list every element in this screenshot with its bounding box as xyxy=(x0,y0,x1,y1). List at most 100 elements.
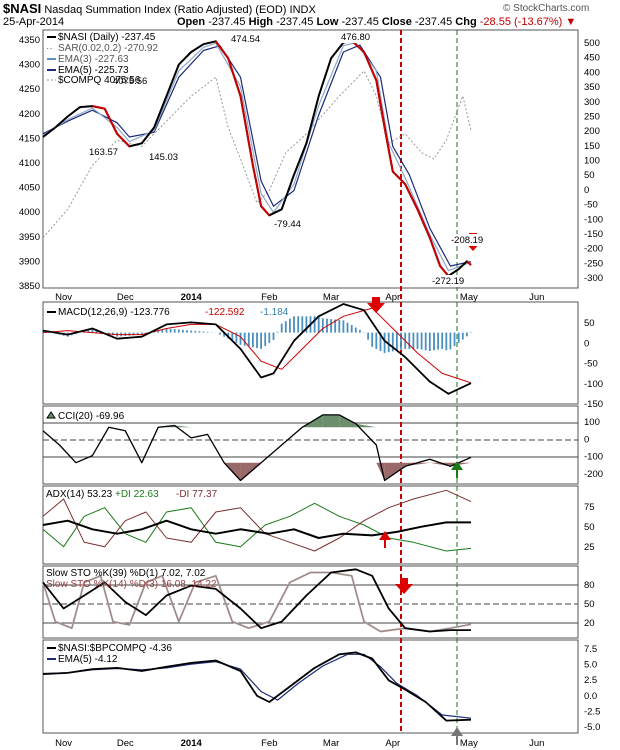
price-right-tick: 450 xyxy=(584,53,600,64)
macd-histogram-bar xyxy=(182,329,184,333)
x-tick-bottom: Mar xyxy=(323,738,339,749)
macd-histogram-bar xyxy=(223,332,225,337)
ratio-tick: 0.0 xyxy=(584,691,597,702)
annotation-476: 476.80 xyxy=(341,32,370,43)
cci-extreme-area xyxy=(429,462,451,467)
macd-histogram-bar xyxy=(416,332,419,349)
quote-date: 25-Apr-2014 xyxy=(3,16,65,28)
legend-ema5: EMA(5) -225.73 xyxy=(58,65,129,76)
macd-histogram-bar xyxy=(247,332,250,347)
macd-histogram-bar xyxy=(412,332,415,349)
price-left-tick: 4150 xyxy=(19,133,40,144)
cci-extreme-area xyxy=(339,414,356,428)
nasi-down-segment xyxy=(251,165,263,207)
low-value: -237.45 xyxy=(341,16,379,28)
macd-histogram-bar xyxy=(186,330,188,333)
ticker-symbol: $NASI xyxy=(3,1,42,16)
price-panel-series xyxy=(42,39,472,277)
red-down-arrow-icon xyxy=(367,297,385,313)
macd-histogram-bar xyxy=(87,329,90,333)
price-right-tick: 500 xyxy=(584,38,600,49)
sto-tick: 50 xyxy=(584,599,595,610)
annotation-145: 145.03 xyxy=(149,152,178,163)
x-tick-bottom: Apr xyxy=(385,738,400,749)
price-right-tick: 0 xyxy=(584,185,589,196)
annotation-minus272: -272.19 xyxy=(432,276,464,287)
macd-line xyxy=(42,303,472,395)
macd-histogram-bar xyxy=(433,332,435,351)
sto39-line xyxy=(42,568,471,633)
price-left-tick: 3950 xyxy=(19,232,40,243)
macd-histogram-bar xyxy=(396,332,398,351)
price-legend: $NASI (Daily) -237.45 ·· SAR(0.02,0.2) -… xyxy=(44,31,162,86)
price-right-tick: -150 xyxy=(584,229,603,240)
macd-tick: 0 xyxy=(584,338,589,349)
legend-macd-signal: -122.592 xyxy=(205,307,245,318)
legend-minus-di: -DI 77.37 xyxy=(176,489,218,500)
nasi-down-segment xyxy=(239,95,254,166)
macd-histogram-bar xyxy=(252,332,254,348)
x-tick-top: Feb xyxy=(261,292,277,303)
macd-histogram-bar xyxy=(391,332,394,352)
legend-macd: MACD(12,26,9) -123.776 xyxy=(58,307,170,318)
macd-histogram-bar xyxy=(437,332,439,350)
cci-panel-frame xyxy=(42,405,579,485)
price-right-tick: -200 xyxy=(584,244,603,255)
close-label: Close xyxy=(381,16,412,28)
price-panel-frame xyxy=(42,29,579,289)
legend-sar: SAR(0.02,0.2) -270.92 xyxy=(58,43,158,54)
adx-tick: 25 xyxy=(584,542,595,553)
chart-header-line2: 25-Apr-2014 Open -237.45 High -237.45 Lo… xyxy=(3,16,620,28)
macd-histogram-bar xyxy=(313,316,316,333)
x-tick-top: Dec xyxy=(117,292,134,303)
price-right-tick: 250 xyxy=(584,111,600,122)
macd-histogram-bar xyxy=(305,316,308,333)
price-left-tick: 4050 xyxy=(19,183,40,194)
macd-histogram-bar xyxy=(157,330,160,333)
macd-tick: -150 xyxy=(584,399,603,410)
adx-line xyxy=(42,519,471,539)
cci-extreme-area xyxy=(174,425,192,428)
watermark: © StockCharts.com xyxy=(503,3,590,14)
macd-histogram-bar xyxy=(264,332,267,346)
adx-legend: ADX(14) 53.23 +DI 22.63 -DI 77.37 xyxy=(46,489,218,500)
macd-histogram-bar xyxy=(289,318,291,333)
price-left-tick: 4200 xyxy=(19,109,40,120)
high-value: -237.45 xyxy=(276,16,314,28)
ratio-legend: $NASI:$BPCOMPQ -4.36 EMA(5) -4.12 xyxy=(47,643,172,665)
price-right-tick: -50 xyxy=(584,200,598,211)
x-tick-bottom: 2014 xyxy=(181,738,203,749)
open-value: -237.45 xyxy=(208,16,246,28)
open-label: Open xyxy=(177,16,206,28)
macd-histogram-bar xyxy=(91,328,94,333)
cci-extreme-area xyxy=(384,462,406,481)
macd-histogram-bar xyxy=(428,332,431,351)
macd-histogram-bar xyxy=(317,316,320,333)
legend-nasi: $NASI (Daily) -237.45 xyxy=(58,32,156,43)
macd-histogram-bar xyxy=(194,330,197,333)
macd-histogram-bar xyxy=(466,332,468,337)
legend-sar-dots-icon: ·· xyxy=(46,43,53,54)
macd-histogram-bar xyxy=(169,328,172,333)
ratio-tick: 2.5 xyxy=(584,675,597,686)
macd-tick: -50 xyxy=(584,359,598,370)
chart-header-line1: $NASI Nasdaq Summation Index (Ratio Adju… xyxy=(3,1,620,16)
price-right-tick: -250 xyxy=(584,258,603,269)
macd-histogram-bar xyxy=(235,332,238,343)
low-label: Low xyxy=(316,16,339,28)
macd-histogram-bar xyxy=(400,332,402,350)
macd-histogram-bar xyxy=(354,327,357,333)
down-triangle-icon: ▼ xyxy=(565,16,577,28)
macd-panel-frame xyxy=(42,301,579,405)
macd-histogram-bar xyxy=(272,332,275,340)
change-value: -28.55 (-13.67%) xyxy=(479,16,563,28)
nasi-down-segment xyxy=(103,108,118,135)
macd-histogram-bar xyxy=(136,332,139,335)
legend-ratio-ema: EMA(5) -4.12 xyxy=(58,654,118,665)
price-right-tick: -100 xyxy=(584,214,603,225)
sto-panel-series xyxy=(42,568,472,633)
change-label: Chg xyxy=(455,16,477,28)
ema3-line xyxy=(42,42,472,272)
legend-adx: ADX(14) 53.23 xyxy=(46,489,113,500)
